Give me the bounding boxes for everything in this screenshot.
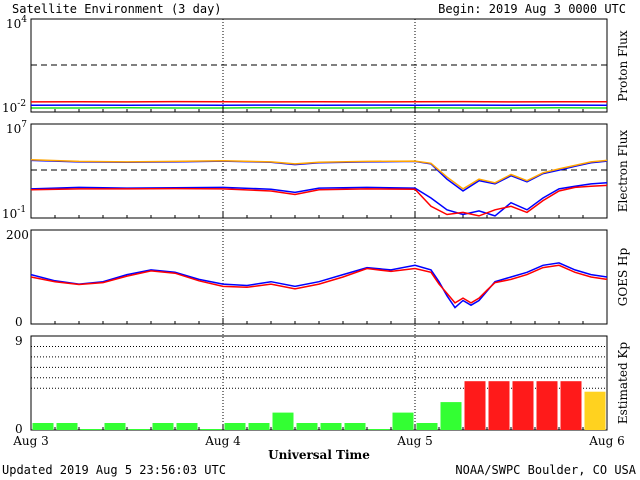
credit-text: NOAA/SWPC Boulder, CO USA bbox=[455, 463, 636, 477]
kp-bar-17 bbox=[440, 402, 462, 430]
electron-series-red-3 bbox=[30, 184, 608, 217]
electron-ytick-bottom: 10-1 bbox=[2, 205, 26, 221]
goes-hp-label: GOES Hp bbox=[616, 248, 630, 307]
kp-bar-15 bbox=[392, 412, 414, 430]
kp-bar-2 bbox=[80, 429, 102, 430]
kp-bar-8 bbox=[224, 423, 246, 430]
proton-series bbox=[30, 100, 608, 109]
kp-bar-5 bbox=[152, 423, 174, 430]
hp-ytick-bottom: 0 bbox=[15, 315, 23, 329]
kp-bar-1 bbox=[56, 423, 78, 430]
x-axis-title: Universal Time bbox=[268, 448, 370, 462]
kp-bar-12 bbox=[320, 423, 342, 430]
electron-series-orange-1 bbox=[30, 159, 608, 190]
xtick-label-aug3: Aug 3 bbox=[12, 434, 49, 448]
kp-bar-9 bbox=[248, 423, 270, 430]
electron-ytick-top: 107 bbox=[6, 120, 27, 136]
kp-threshold-lines bbox=[31, 345, 607, 389]
electron-flux-panel bbox=[30, 123, 608, 219]
xtick-label-aug4: Aug 4 bbox=[204, 434, 241, 448]
kp-bar-4 bbox=[128, 429, 150, 430]
hp-series bbox=[30, 262, 608, 309]
electron-flux-label: Electron Flux bbox=[616, 130, 630, 213]
electron-series-blue-2 bbox=[30, 182, 608, 217]
kp-bar-6 bbox=[176, 423, 198, 430]
hp-ytick-top: 200 bbox=[6, 228, 29, 242]
electron-series-blue-0 bbox=[30, 159, 608, 192]
proton-flux-label: Proton Flux bbox=[616, 30, 630, 102]
hp-series-blue-0 bbox=[30, 262, 608, 309]
kp-bar-20 bbox=[512, 381, 534, 430]
proton-ytick-top: 104 bbox=[6, 15, 27, 31]
kp-bar-7 bbox=[200, 429, 222, 430]
updated-timestamp: Updated 2019 Aug 5 23:56:03 UTC bbox=[2, 463, 226, 477]
kp-ytick-top: 9 bbox=[15, 334, 23, 348]
hp-series-red-1 bbox=[30, 264, 608, 304]
proton-ytick-bottom: 10-2 bbox=[2, 99, 26, 115]
kp-bar-3 bbox=[104, 423, 126, 430]
kp-bar-18 bbox=[464, 381, 486, 430]
xtick-label-aug6: Aug 6 bbox=[588, 434, 625, 448]
begin-time: Begin: 2019 Aug 3 0000 UTC bbox=[438, 2, 626, 16]
panel-frames bbox=[30, 18, 608, 431]
kp-bar-21 bbox=[536, 381, 558, 430]
x-ticks bbox=[30, 106, 608, 430]
kp-bar-11 bbox=[296, 423, 318, 430]
kp-bar-22 bbox=[560, 381, 582, 430]
day-separators bbox=[222, 19, 416, 430]
kp-bar-0 bbox=[32, 423, 54, 430]
estimated-kp-label: Estimated Kp bbox=[616, 342, 630, 424]
kp-bar-19 bbox=[488, 381, 510, 430]
kp-ytick-bottom: 0 bbox=[15, 422, 23, 436]
kp-bar-13 bbox=[344, 423, 366, 430]
kp-bar-16 bbox=[416, 423, 438, 430]
figure-title: Satellite Environment (3 day) bbox=[12, 2, 222, 16]
kp-bar-23 bbox=[584, 391, 606, 430]
kp-bar-10 bbox=[272, 412, 294, 430]
xtick-label-aug5: Aug 5 bbox=[396, 434, 433, 448]
electron-series bbox=[30, 159, 608, 217]
proton-flux-panel bbox=[30, 18, 608, 113]
kp-bars bbox=[32, 381, 606, 430]
kp-bar-14 bbox=[368, 429, 390, 430]
